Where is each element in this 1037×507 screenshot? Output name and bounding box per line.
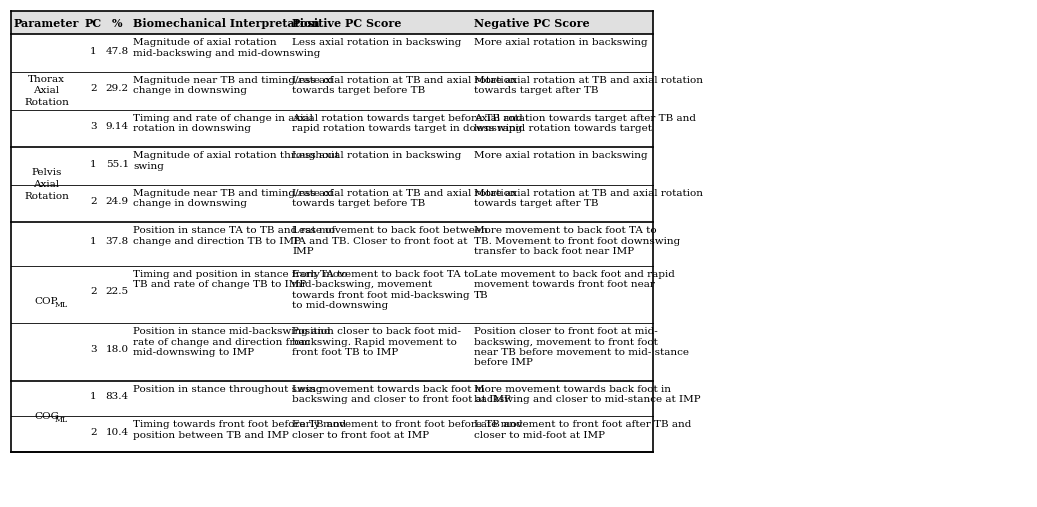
Text: 10.4: 10.4 <box>106 428 129 437</box>
Text: Timing towards front foot before TB and
position between TB and IMP: Timing towards front foot before TB and … <box>133 420 346 440</box>
Text: 3: 3 <box>90 345 96 353</box>
Text: 18.0: 18.0 <box>106 345 129 353</box>
Text: Less axial rotation at TB and axial rotation
towards target before TB: Less axial rotation at TB and axial rota… <box>292 189 517 208</box>
Text: Axial rotation towards target before TB and
rapid rotation towards target in dow: Axial rotation towards target before TB … <box>292 114 523 133</box>
Text: Timing and rate of change in axial
rotation in downswing: Timing and rate of change in axial rotat… <box>133 114 313 133</box>
Text: Magnitude of axial rotation
mid-backswing and mid-downswing: Magnitude of axial rotation mid-backswin… <box>133 39 320 58</box>
Text: 29.2: 29.2 <box>106 85 129 93</box>
Text: Pelvis
Axial
Rotation: Pelvis Axial Rotation <box>24 168 69 201</box>
Text: More movement to back foot TA to
TB. Movement to front foot downswing
transfer t: More movement to back foot TA to TB. Mov… <box>474 226 680 256</box>
Text: Early movement to back foot TA to
mid-backswing, movement
towards front foot mid: Early movement to back foot TA to mid-ba… <box>292 270 475 310</box>
Text: Timing and position in stance from TA to
TB and rate of change TB to IMP: Timing and position in stance from TA to… <box>133 270 347 289</box>
Text: More movement towards back foot in
backswing and closer to mid-stance at IMP: More movement towards back foot in backs… <box>474 384 701 404</box>
Text: More axial rotation in backswing: More axial rotation in backswing <box>474 39 648 47</box>
Text: Early movement to front foot before TB and
closer to front foot at IMP: Early movement to front foot before TB a… <box>292 420 523 440</box>
Text: ML: ML <box>55 301 68 309</box>
Text: 37.8: 37.8 <box>106 237 129 246</box>
Text: Biomechanical Interpretation: Biomechanical Interpretation <box>133 18 319 29</box>
Text: 1: 1 <box>90 160 96 169</box>
Text: 9.14: 9.14 <box>106 122 129 131</box>
Text: More axial rotation at TB and axial rotation
towards target after TB: More axial rotation at TB and axial rota… <box>474 76 703 95</box>
Text: 1: 1 <box>90 47 96 56</box>
Text: 2: 2 <box>90 85 96 93</box>
Text: Thorax
Axial
Rotation: Thorax Axial Rotation <box>24 75 69 107</box>
Text: Less axial rotation in backswing: Less axial rotation in backswing <box>292 151 461 160</box>
Text: Less axial rotation at TB and axial rotation
towards target before TB: Less axial rotation at TB and axial rota… <box>292 76 517 95</box>
Text: 1: 1 <box>90 392 96 401</box>
Text: Less movement to back foot between
TA and TB. Closer to front foot at
IMP: Less movement to back foot between TA an… <box>292 226 488 256</box>
Text: Position in stance TA to TB and rate of
change and direction TB to IMP: Position in stance TA to TB and rate of … <box>133 226 335 246</box>
Text: ML: ML <box>55 416 68 424</box>
Bar <box>10 11 653 34</box>
Text: 83.4: 83.4 <box>106 392 129 401</box>
Text: 1: 1 <box>90 237 96 246</box>
Text: Position closer to back foot mid-
backswing. Rapid movement to
front foot TB to : Position closer to back foot mid- backsw… <box>292 327 461 357</box>
Text: Position in stance throughout swing: Position in stance throughout swing <box>133 384 323 393</box>
Text: 2: 2 <box>90 197 96 206</box>
Text: Positive PC Score: Positive PC Score <box>292 18 401 29</box>
Text: 2: 2 <box>90 428 96 437</box>
Text: More axial rotation in backswing: More axial rotation in backswing <box>474 151 648 160</box>
Text: PC: PC <box>85 18 102 29</box>
Text: Magnitude near TB and timing/rate of
change in downswing: Magnitude near TB and timing/rate of cha… <box>133 76 333 95</box>
Text: COG: COG <box>34 412 59 421</box>
Text: Parameter: Parameter <box>13 18 79 29</box>
Text: Magnitude of axial rotation throughout
swing: Magnitude of axial rotation throughout s… <box>133 151 339 170</box>
Text: Late movement to front foot after TB and
closer to mid-foot at IMP: Late movement to front foot after TB and… <box>474 420 692 440</box>
Text: %: % <box>112 18 122 29</box>
Text: 3: 3 <box>90 122 96 131</box>
Text: Axial rotation towards target after TB and
less rapid rotation towards target: Axial rotation towards target after TB a… <box>474 114 696 133</box>
Text: Negative PC Score: Negative PC Score <box>474 18 590 29</box>
Text: 47.8: 47.8 <box>106 47 129 56</box>
Text: 22.5: 22.5 <box>106 287 129 296</box>
Text: COP: COP <box>35 297 58 306</box>
Text: More axial rotation at TB and axial rotation
towards target after TB: More axial rotation at TB and axial rota… <box>474 189 703 208</box>
Text: 2: 2 <box>90 287 96 296</box>
Text: Position closer to front foot at mid-
backswing, movement to front foot
near TB : Position closer to front foot at mid- ba… <box>474 327 690 368</box>
Text: 24.9: 24.9 <box>106 197 129 206</box>
Text: 55.1: 55.1 <box>106 160 129 169</box>
Text: Less axial rotation in backswing: Less axial rotation in backswing <box>292 39 461 47</box>
Text: Position in stance mid-backswing and
rate of change and direction from
mid-downs: Position in stance mid-backswing and rat… <box>133 327 331 357</box>
Text: Magnitude near TB and timing/rate of
change in downswing: Magnitude near TB and timing/rate of cha… <box>133 189 333 208</box>
Text: Less movement towards back foot in
backswing and closer to front foot at IMP: Less movement towards back foot in backs… <box>292 384 511 404</box>
Text: Late movement to back foot and rapid
movement towards front foot near
TB: Late movement to back foot and rapid mov… <box>474 270 675 300</box>
